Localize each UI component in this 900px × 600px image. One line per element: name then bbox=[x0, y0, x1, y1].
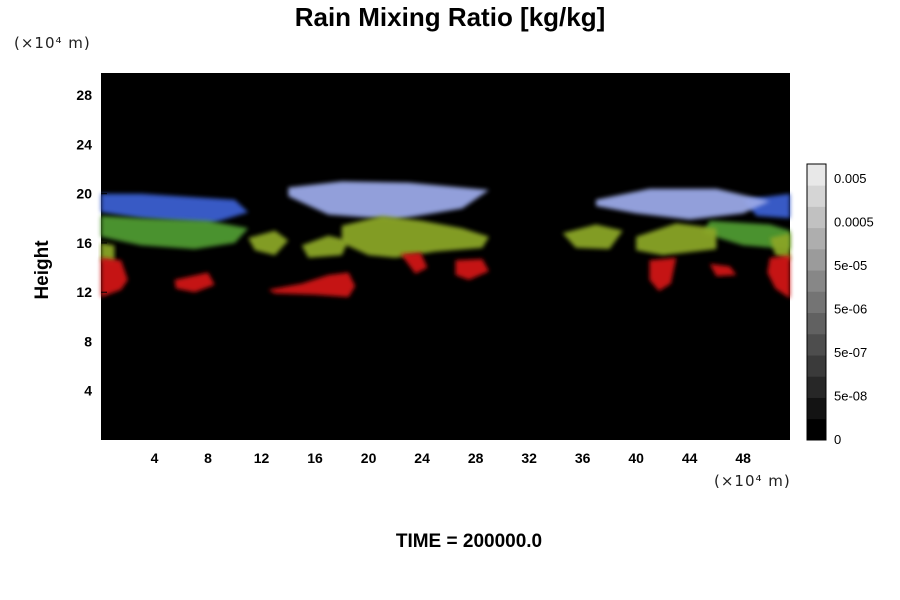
colorbar-label: 0 bbox=[834, 432, 841, 447]
chart-title: Rain Mixing Ratio [kg/kg] bbox=[294, 2, 606, 32]
x-axis-unit: (×10⁴ m) bbox=[714, 472, 791, 490]
x-tick-label: 44 bbox=[682, 450, 698, 466]
region-red-15 bbox=[268, 272, 356, 298]
colorbar-band bbox=[807, 397, 826, 420]
colorbar-band bbox=[807, 185, 826, 207]
colorbar-band bbox=[807, 164, 826, 186]
colorbar-label: 0.005 bbox=[834, 171, 867, 186]
colorbar-label: 5e-07 bbox=[834, 345, 867, 360]
colorbar-band bbox=[807, 418, 826, 441]
y-tick-label: 4 bbox=[84, 383, 92, 399]
data-regions bbox=[101, 181, 790, 299]
y-tick-label: 12 bbox=[76, 284, 92, 300]
colorbar-label: 0.0005 bbox=[834, 215, 874, 230]
region-red-16 bbox=[455, 259, 489, 280]
x-tick-label: 20 bbox=[361, 450, 377, 466]
region-yellow-9 bbox=[341, 215, 489, 258]
colorbar-label: 5e-05 bbox=[834, 258, 867, 273]
y-tick-label: 24 bbox=[76, 136, 92, 152]
region-yellow-11 bbox=[636, 223, 717, 256]
colorbar-band bbox=[807, 206, 826, 229]
region-red-17 bbox=[400, 252, 428, 274]
x-tick-label: 8 bbox=[204, 450, 212, 466]
y-tick-label: 20 bbox=[76, 186, 92, 202]
region-light-3 bbox=[596, 188, 770, 220]
region-yellow-10 bbox=[562, 224, 623, 250]
x-tick-label: 32 bbox=[521, 450, 537, 466]
colorbar-band bbox=[807, 333, 826, 356]
region-green-4 bbox=[101, 215, 249, 250]
region-yellow-7 bbox=[248, 230, 289, 256]
colorbar-label: 5e-06 bbox=[834, 302, 867, 317]
colorbar: 0.005 0.0005 5e-05 5e-06 5e-07 5e-08 0 bbox=[806, 163, 874, 447]
colorbar-band bbox=[807, 227, 826, 250]
region-yellow-6 bbox=[101, 243, 115, 263]
colorbar-frame bbox=[806, 163, 827, 441]
y-axis-ticks: 4 8 12 16 20 24 28 bbox=[76, 87, 107, 399]
region-yellow-8 bbox=[301, 235, 349, 258]
colorbar-band bbox=[807, 248, 826, 271]
colorbar-label: 5e-08 bbox=[834, 389, 867, 404]
region-blue-0 bbox=[101, 193, 249, 225]
colorbar-band bbox=[807, 376, 826, 398]
y-tick-label: 28 bbox=[76, 87, 92, 103]
region-green-5 bbox=[703, 220, 790, 250]
colorbar-band bbox=[807, 291, 826, 314]
region-red-14 bbox=[174, 272, 215, 293]
colorbar-band bbox=[807, 312, 826, 335]
x-tick-label: 48 bbox=[735, 450, 751, 466]
x-tick-label: 28 bbox=[468, 450, 484, 466]
x-tick-label: 40 bbox=[628, 450, 644, 466]
time-label: TIME = 200000.0 bbox=[395, 531, 543, 552]
region-red-18 bbox=[649, 257, 677, 291]
x-tick-label: 36 bbox=[575, 450, 591, 466]
y-tick-label: 8 bbox=[84, 333, 92, 349]
y-axis-unit: (×10⁴ m) bbox=[14, 34, 91, 52]
x-tick-label: 12 bbox=[254, 450, 270, 466]
x-axis-ticks: 4 8 12 16 20 24 28 32 36 40 44 48 bbox=[151, 434, 751, 466]
colorbar-band bbox=[807, 355, 826, 377]
x-tick-label: 4 bbox=[151, 450, 159, 466]
plot-area bbox=[101, 73, 790, 440]
y-tick-label: 16 bbox=[76, 235, 92, 251]
region-yellow-12 bbox=[769, 233, 790, 261]
region-red-19 bbox=[709, 263, 737, 277]
x-tick-label: 24 bbox=[414, 450, 430, 466]
region-red-13 bbox=[101, 257, 128, 298]
colorbar-band bbox=[807, 270, 826, 292]
x-tick-label: 16 bbox=[307, 450, 323, 466]
region-red-20 bbox=[767, 255, 790, 299]
region-light-2 bbox=[288, 181, 489, 220]
